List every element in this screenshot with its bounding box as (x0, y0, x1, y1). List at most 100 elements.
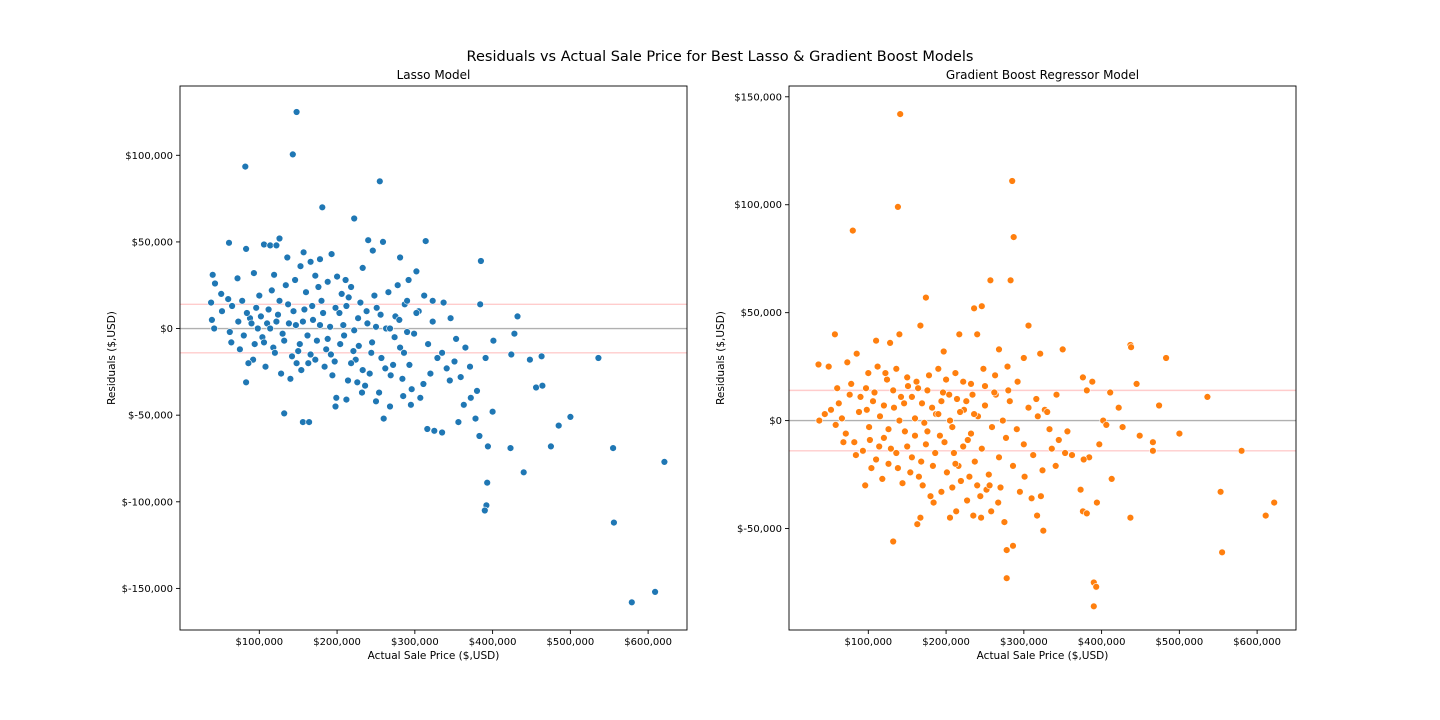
lasso-point (240, 331, 248, 340)
gbr-point (881, 369, 890, 377)
lasso-point (211, 279, 219, 288)
gbr-point (1048, 445, 1056, 453)
lasso-point (274, 311, 282, 319)
lasso-point (554, 421, 563, 430)
lasso-point (377, 354, 386, 362)
lasso-point (454, 418, 463, 426)
lasso-point (306, 258, 315, 266)
lasso-point (466, 363, 474, 371)
lasso-point (340, 331, 348, 340)
lasso-point (412, 267, 421, 276)
gbr-point (937, 397, 946, 405)
lasso-point (513, 312, 522, 321)
lasso-point (353, 378, 361, 386)
gbr-point (959, 378, 967, 386)
lasso-point (234, 317, 243, 326)
lasso-point (460, 401, 468, 409)
gbr-xlabel: Actual Sale Price ($,USD) (977, 650, 1109, 662)
lasso-point (299, 317, 307, 326)
gbr-point (898, 479, 907, 487)
gbr-point (1036, 350, 1044, 358)
gbr-point (878, 475, 886, 483)
gbr-point (929, 462, 937, 470)
lasso-point (660, 458, 669, 466)
lasso-point (289, 150, 297, 159)
gbr-point (1000, 518, 1009, 526)
lasso-point (316, 321, 324, 329)
gbr-point (1083, 386, 1091, 395)
lasso-point (217, 290, 225, 298)
lasso-point (566, 413, 575, 421)
gbr-point (964, 436, 972, 444)
lasso-point (366, 369, 374, 378)
lasso-point (395, 316, 403, 324)
gbr-point (831, 330, 839, 338)
lasso-point (224, 295, 232, 303)
lasso-point (405, 361, 414, 369)
gbr-point (916, 321, 925, 330)
lasso-point (341, 276, 350, 284)
gbr-point (955, 330, 963, 338)
gbr-point (917, 457, 925, 466)
gbr-point (1102, 421, 1111, 429)
lasso-point (299, 418, 307, 426)
gbr-point (883, 375, 891, 384)
lasso-point (283, 253, 291, 262)
gbr-point (824, 362, 833, 371)
gbr-point (908, 453, 916, 461)
gbr-point (965, 473, 974, 481)
gbr-point (1004, 386, 1012, 395)
lasso-point (250, 269, 258, 277)
lasso-point (370, 291, 379, 300)
gbr-point (884, 460, 893, 468)
lasso-point (359, 366, 367, 374)
gbr-point (1029, 451, 1037, 459)
lasso-point (292, 108, 301, 116)
lasso-point (355, 342, 363, 350)
gbr-point (1162, 354, 1170, 362)
gbr-point (847, 380, 855, 388)
gbr-point (1237, 447, 1246, 455)
gbr-point (990, 388, 998, 397)
lasso-point (628, 598, 636, 606)
lasso-point (422, 237, 430, 245)
gbr-point (931, 449, 939, 457)
gbr-point (889, 386, 897, 395)
lasso-point (386, 324, 394, 333)
lasso-point (389, 361, 397, 369)
gbr-xtick-label: $500,000 (1155, 637, 1203, 648)
lasso-point (286, 375, 295, 383)
gbr-point (850, 438, 858, 446)
gbr-point (926, 492, 935, 500)
gbr-point (914, 384, 922, 392)
lasso-point (379, 238, 387, 246)
gbr-point (940, 438, 949, 446)
lasso-point (288, 352, 296, 360)
lasso-point (331, 304, 340, 312)
gbr-point (996, 483, 1005, 492)
gbr-point (835, 399, 843, 407)
gbr-point (1216, 488, 1225, 496)
lasso-point (457, 373, 465, 381)
lasso-point (438, 428, 446, 437)
gbr-point (973, 330, 981, 338)
gbr-point (1175, 429, 1184, 438)
gbr-point (903, 373, 911, 382)
lasso-point (317, 297, 326, 305)
lasso-point (372, 397, 380, 405)
gbr-point (978, 445, 986, 453)
gbr-point (939, 388, 947, 397)
gbr-point (1095, 440, 1104, 448)
lasso-point (408, 385, 416, 393)
lasso-point (384, 288, 393, 296)
gbr-point (1006, 276, 1015, 284)
lasso-point (420, 291, 428, 300)
gbr-point (865, 423, 873, 431)
lasso-point (419, 380, 428, 388)
gbr-point (969, 511, 977, 520)
lasso-point (327, 350, 335, 359)
lasso-point (316, 255, 324, 263)
gbr-point (925, 371, 933, 379)
lasso-ytick-label: $50,000 (132, 237, 173, 248)
lasso-point (326, 323, 334, 331)
